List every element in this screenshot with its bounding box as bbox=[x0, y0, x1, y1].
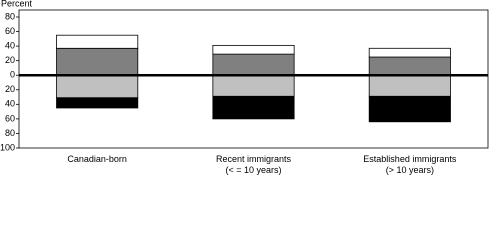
x-tick-label: Canadian-born bbox=[67, 154, 127, 164]
y-tick-label: 100 bbox=[0, 142, 15, 152]
bar-segment bbox=[368, 47, 451, 58]
bar-segment bbox=[56, 97, 139, 109]
x-tick-label: Established immigrants (> 10 years) bbox=[363, 154, 457, 175]
y-tick-label: 40 bbox=[5, 99, 15, 109]
y-tick-label: 60 bbox=[5, 26, 15, 36]
y-tick-label: 20 bbox=[5, 84, 15, 94]
y-tick-label: 40 bbox=[5, 40, 15, 50]
bar-segment bbox=[368, 95, 451, 123]
bar-segment bbox=[368, 74, 451, 97]
x-tick-label-line: (< = 10 years) bbox=[225, 165, 281, 175]
y-tick-label: 80 bbox=[5, 11, 15, 21]
x-tick-label-line: (> 10 years) bbox=[386, 165, 434, 175]
y-tick-label: 60 bbox=[5, 113, 15, 123]
x-tick-label: Recent immigrants (< = 10 years) bbox=[216, 154, 292, 175]
bar-segment bbox=[368, 56, 451, 76]
y-tick-label: 80 bbox=[5, 128, 15, 138]
bar-segment bbox=[212, 95, 295, 120]
bar-segment bbox=[56, 34, 139, 49]
bar-segment bbox=[56, 47, 139, 76]
x-tick-label-line: Canadian-born bbox=[67, 154, 127, 164]
y-tick-label: 20 bbox=[5, 55, 15, 65]
chart: Percent 80 60 40 20 0 20 40 60 80 100 Canadian-bor… bbox=[0, 0, 489, 175]
plot-frame bbox=[18, 9, 489, 149]
x-tick-label-line: Established immigrants bbox=[363, 154, 457, 164]
y-axis-label: Percent bbox=[1, 0, 33, 8]
x-tick-label-line: Recent immigrants bbox=[216, 154, 292, 164]
bar-segment bbox=[212, 74, 295, 97]
bar-segment bbox=[56, 74, 139, 99]
bar-segment bbox=[212, 53, 295, 76]
y-tick-label: 0 bbox=[10, 70, 15, 80]
bar-segment bbox=[212, 44, 295, 55]
